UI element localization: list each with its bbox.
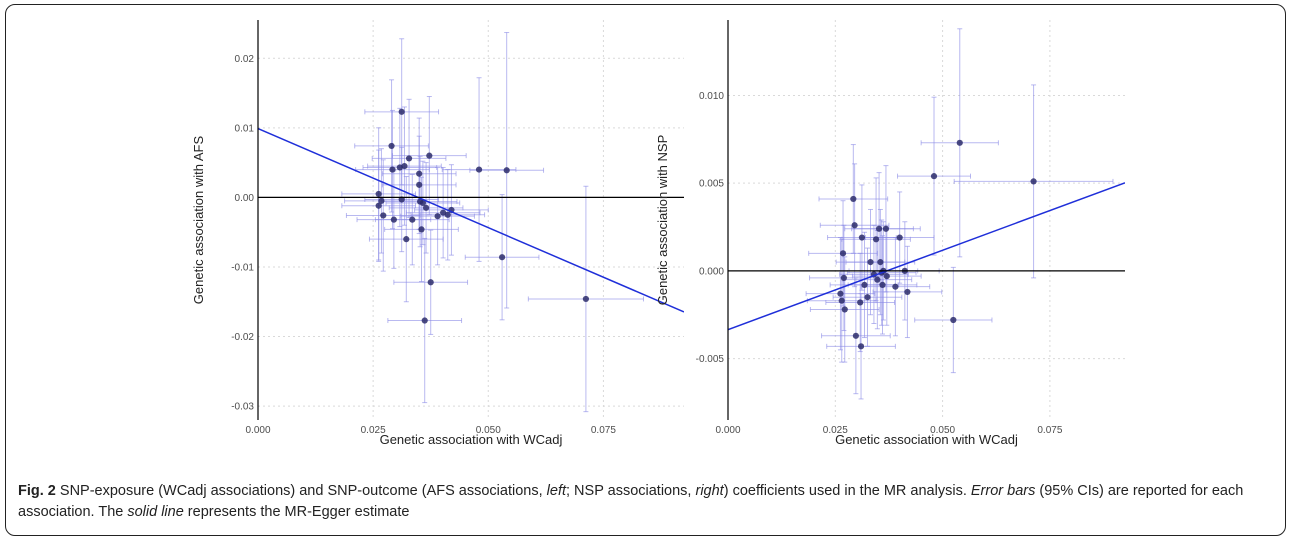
afs-snp-point — [380, 212, 387, 219]
nsp-snp-point — [877, 259, 884, 266]
caption-part: (95% CIs) are reported for each associat… — [18, 483, 1244, 520]
nsp-snp-point — [857, 343, 865, 350]
nsp-y-tick-label: -0.005 — [696, 354, 725, 365]
afs-y-tick-label: -0.02 — [231, 332, 254, 343]
afs-plot-area — [258, 32, 684, 413]
nsp-snp-point — [872, 236, 880, 243]
nsp-snp-point — [892, 283, 899, 290]
nsp-snp-point — [956, 139, 963, 146]
afs-snp-point — [421, 317, 428, 324]
afs-snp-point — [405, 155, 413, 162]
afs-snp-point — [403, 236, 410, 243]
nsp-y-tick-label: 0.005 — [699, 179, 724, 190]
afs-snp-point — [390, 216, 397, 223]
nsp-snp-point — [857, 299, 864, 306]
nsp-snp-point — [864, 294, 871, 301]
afs-y-tick-label: -0.01 — [231, 262, 254, 273]
afs-snp-point — [440, 209, 447, 216]
nsp-snp-point — [852, 332, 859, 339]
nsp-snp-point — [950, 316, 957, 324]
afs-snp-point — [409, 216, 416, 223]
afs-snp-point — [503, 167, 510, 174]
afs-snp-point — [401, 162, 408, 170]
nsp-x-tick-label: 0.075 — [1037, 425, 1062, 436]
caption-part: solid line — [127, 504, 184, 520]
nsp-snp-point — [930, 173, 938, 180]
nsp-snp-point — [879, 281, 886, 289]
nsp-snp-point — [837, 290, 844, 297]
nsp-snp-point — [851, 222, 858, 229]
afs-snp-point — [375, 202, 382, 209]
caption-part: ; NSP associations, — [566, 483, 696, 499]
afs-y-tick-label: 0.02 — [235, 54, 255, 65]
nsp-plot-area — [728, 28, 1125, 400]
nsp-snp-point — [882, 225, 890, 232]
nsp-snp-point — [1030, 178, 1037, 185]
afs-y-tick-label: -0.03 — [231, 402, 254, 413]
afs-snp-point — [416, 181, 423, 188]
afs-snp-point — [388, 142, 395, 150]
nsp-snp-point — [896, 234, 903, 241]
caption-part: right — [695, 483, 724, 499]
afs-x-axis-title: Genetic association with WCadj — [380, 432, 563, 447]
nsp-snp-point — [874, 276, 881, 283]
nsp-mr-egger-line — [728, 182, 1125, 331]
afs-y-tick-label: 0.00 — [235, 193, 255, 204]
afs-y-tick-label: 0.01 — [235, 123, 255, 134]
afs-snp-point — [389, 166, 396, 173]
figure-frame — [5, 4, 1286, 536]
caption-part: left — [546, 483, 566, 499]
nsp-snp-point — [850, 195, 857, 203]
afs-snp-point — [419, 199, 426, 207]
nsp-snp-point — [840, 274, 847, 281]
afs-snp-point — [418, 226, 425, 233]
nsp-x-tick-label: 0.050 — [930, 425, 955, 436]
caption-text: SNP-exposure (WCadj associations) and SN… — [18, 483, 1243, 520]
afs-snp-point — [422, 204, 430, 211]
figure-plots: 0.000 0.025 0.050 0.075-0.03-0.02-0.010.000… — [191, 20, 1125, 447]
caption-part: Error bars — [970, 483, 1036, 499]
nsp-snp-point — [839, 250, 847, 257]
nsp-y-tick-label: 0.010 — [699, 91, 724, 102]
panel-right-nsp: 0.000 0.025 0.050 0.075 -0.005 0.000 0.005 0.01… — [655, 20, 1125, 447]
afs-x-tick-label: 0.000 — [245, 425, 270, 436]
afs-snp-point — [375, 190, 382, 198]
nsp-snp-point — [875, 225, 883, 232]
nsp-snp-point — [883, 273, 890, 280]
caption-part: represents the MR-Egger estimate — [183, 504, 410, 520]
figure-caption: Fig. 2 SNP-exposure (WCadj associations)… — [18, 481, 1268, 523]
nsp-y-axis-title: Genetic association with NSP — [655, 135, 670, 306]
nsp-x-tick-label: 0.025 — [823, 425, 848, 436]
nsp-y-tick-label: 0.000 — [699, 266, 724, 277]
afs-snp-point — [416, 170, 423, 177]
afs-snp-point — [444, 211, 451, 218]
afs-snp-point — [398, 108, 405, 115]
afs-snp-point — [427, 279, 434, 286]
nsp-x-tick-label: 0.000 — [715, 425, 740, 436]
caption-part: SNP-exposure (WCadj associations) and SN… — [55, 483, 547, 499]
panel-left-afs: 0.000 0.025 0.050 0.075 -0.03 -0.02 -0.01 0.00 0… — [191, 20, 684, 447]
nsp-snp-point — [838, 297, 845, 304]
nsp-snp-point — [861, 281, 868, 289]
afs-snp-point — [582, 295, 590, 303]
afs-snp-point — [434, 213, 441, 220]
afs-x-tick-label: 0.075 — [591, 425, 616, 436]
afs-snp-point — [378, 197, 385, 204]
afs-snp-point — [498, 254, 506, 261]
afs-snp-point — [426, 152, 433, 159]
nsp-snp-point — [858, 234, 866, 241]
nsp-snp-point — [904, 288, 911, 296]
caption-part: ) coefficients used in the MR analysis. — [723, 483, 971, 499]
nsp-snp-point — [841, 306, 848, 313]
afs-x-tick-label: 0.025 — [361, 425, 386, 436]
afs-x-tick-label: 0.050 — [476, 425, 501, 436]
figure-label: Fig. 2 — [18, 483, 56, 499]
nsp-x-axis-title: Genetic association with WCadj — [835, 432, 1018, 447]
afs-snp-point — [475, 166, 483, 173]
afs-mr-egger-line — [258, 127, 684, 313]
nsp-snp-point — [867, 259, 874, 266]
afs-y-axis-title: Genetic association with AFS — [191, 135, 206, 304]
